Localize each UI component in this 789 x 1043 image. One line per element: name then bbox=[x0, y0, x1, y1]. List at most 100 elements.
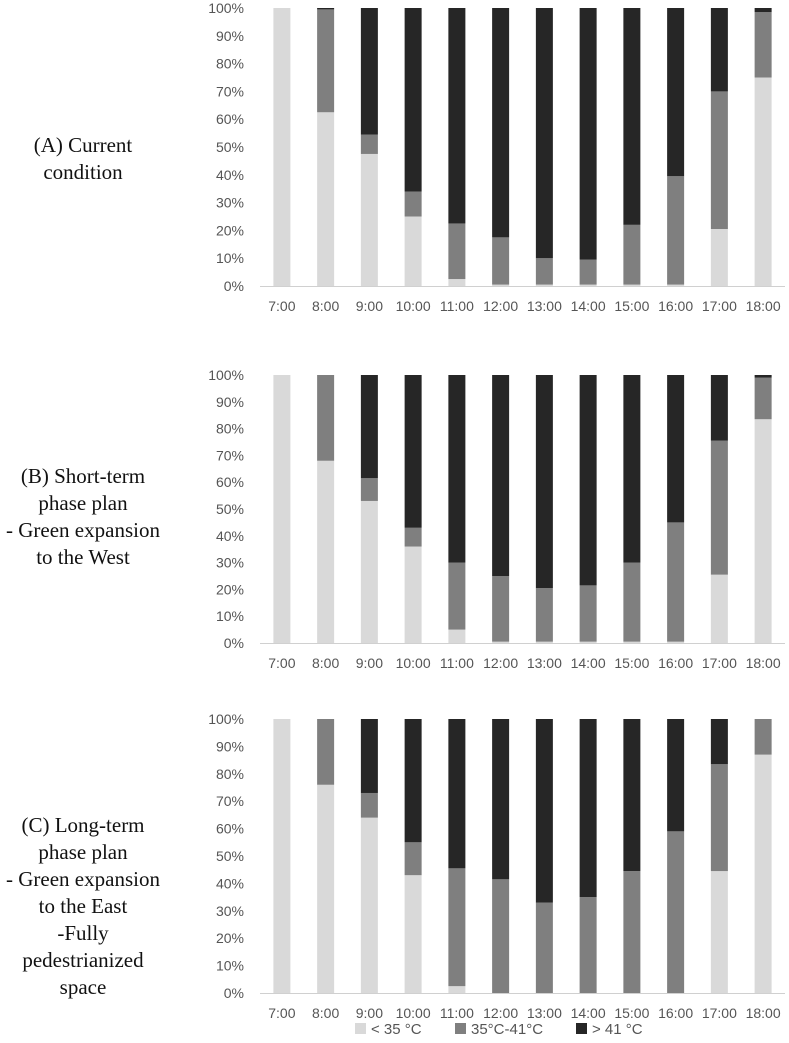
chart-1-bar-11:00-series-2 bbox=[448, 375, 466, 563]
chart-2-bar-10:00-series-1 bbox=[404, 842, 422, 876]
chart-2-bar-9:00-series-1 bbox=[360, 792, 378, 818]
chart-1-bar-13:00-series-2 bbox=[535, 375, 553, 589]
chart-0-bar-13:00-series-2 bbox=[535, 8, 553, 259]
panel-label-b-line-3: - Green expansion bbox=[6, 518, 160, 542]
chart-2-xtick-label: 10:00 bbox=[396, 1005, 431, 1021]
chart-2-xtick-label: 15:00 bbox=[614, 1005, 649, 1021]
chart-2-xtick-label: 18:00 bbox=[746, 1005, 781, 1021]
chart-2-ytick-label: 10% bbox=[216, 958, 244, 974]
chart-2-bar-11:00-series-1 bbox=[448, 868, 466, 987]
chart-1-bar-10:00-series-2 bbox=[404, 375, 422, 528]
chart-0-bar-12:00-series-2 bbox=[492, 8, 510, 238]
chart-2-ytick-label: 80% bbox=[216, 766, 244, 782]
chart-1-bar-14:00-series-2 bbox=[579, 375, 597, 586]
chart-1-bar-17:00-series-1 bbox=[710, 440, 728, 575]
panel-label-c: (C) Long-term phase plan - Green expansi… bbox=[0, 812, 166, 1001]
chart-0-ytick-label: 70% bbox=[216, 83, 244, 99]
chart-0-bar-11:00-series-0 bbox=[448, 279, 466, 286]
chart-2-ytick-label: 60% bbox=[216, 821, 244, 837]
panel-label-c-line-5: -Fully bbox=[57, 921, 109, 945]
chart-2-bar-14:00-series-1 bbox=[579, 897, 597, 993]
chart-0-bar-15:00-series-2 bbox=[623, 8, 641, 225]
panel-label-c-line-2: phase plan bbox=[38, 840, 128, 864]
chart-1-bar-9:00-series-2 bbox=[360, 375, 378, 479]
chart-2-ytick-label: 30% bbox=[216, 903, 244, 919]
panel-label-a: (A) Current condition bbox=[0, 132, 166, 186]
chart-1-xtick-label: 15:00 bbox=[614, 655, 649, 671]
chart-1-ytick-label: 50% bbox=[216, 501, 244, 517]
chart-0-ytick-label: 80% bbox=[216, 56, 244, 72]
legend-swatch-0 bbox=[355, 1023, 366, 1034]
chart-1-bar-9:00-series-0 bbox=[360, 500, 378, 643]
chart-2-bar-17:00-series-1 bbox=[710, 764, 728, 872]
chart-1-bar-15:00-series-2 bbox=[623, 375, 641, 563]
chart-0-bar-14:00-series-2 bbox=[579, 8, 597, 260]
chart-2-ytick-label: 20% bbox=[216, 930, 244, 946]
chart-1-bar-16:00-series-2 bbox=[667, 375, 685, 523]
chart-1-bar-11:00-series-1 bbox=[448, 562, 466, 630]
chart-0-bar-18:00-series-2 bbox=[754, 8, 772, 13]
chart-0-bar-16:00-series-2 bbox=[667, 8, 685, 177]
chart-2-xtick-label: 11:00 bbox=[440, 1005, 474, 1021]
chart-1-bar-17:00-series-2 bbox=[710, 375, 728, 441]
chart-0-ytick-label: 30% bbox=[216, 195, 244, 211]
chart-1-xtick-label: 16:00 bbox=[658, 655, 693, 671]
chart-0-xtick-label: 7:00 bbox=[268, 298, 295, 314]
legend-swatch-2 bbox=[576, 1023, 587, 1034]
chart-2-bar-15:00-series-2 bbox=[623, 719, 641, 872]
chart-1-ytick-label: 70% bbox=[216, 447, 244, 463]
chart-0-ytick-label: 40% bbox=[216, 167, 244, 183]
chart-0-bar-15:00-series-1 bbox=[623, 224, 641, 285]
chart-1-bar-15:00-series-0 bbox=[623, 641, 641, 643]
chart-2-bar-17:00-series-2 bbox=[710, 719, 728, 765]
chart-2-xtick-label: 8:00 bbox=[312, 1005, 339, 1021]
chart-0-xtick-label: 17:00 bbox=[702, 298, 737, 314]
chart-1-ytick-label: 90% bbox=[216, 394, 244, 410]
chart-1-bar-16:00-series-1 bbox=[667, 522, 685, 642]
chart-0-xtick-label: 13:00 bbox=[527, 298, 562, 314]
chart-2-xtick-label: 9:00 bbox=[356, 1005, 383, 1021]
chart-0-bar-13:00-series-0 bbox=[535, 284, 553, 286]
chart-1-bar-10:00-series-1 bbox=[404, 527, 422, 547]
chart-1-ytick-label: 40% bbox=[216, 528, 244, 544]
chart-0-bar-16:00-series-1 bbox=[667, 176, 685, 285]
panel-label-a-line-2: condition bbox=[43, 160, 123, 184]
chart-0-xtick-label: 8:00 bbox=[312, 298, 339, 314]
chart-0-xtick-label: 9:00 bbox=[356, 298, 383, 314]
chart-2-xtick-label: 14:00 bbox=[571, 1005, 606, 1021]
chart-0-bar-18:00-series-0 bbox=[754, 77, 772, 286]
chart-2-xtick-label: 17:00 bbox=[702, 1005, 737, 1021]
chart-0-bar-11:00-series-1 bbox=[448, 223, 466, 280]
chart-1-bar-9:00-series-1 bbox=[360, 478, 378, 501]
chart-0-bar-8:00-series-1 bbox=[317, 9, 335, 113]
chart-2-bar-8:00-series-1 bbox=[317, 719, 335, 785]
chart-1-ytick-label: 10% bbox=[216, 608, 244, 624]
chart-2-bar-10:00-series-0 bbox=[404, 875, 422, 993]
chart-0-xtick-label: 15:00 bbox=[614, 298, 649, 314]
chart-1-bar-16:00-series-0 bbox=[667, 641, 685, 643]
legend-swatch-1 bbox=[455, 1023, 466, 1034]
chart-1-bar-11:00-series-0 bbox=[448, 629, 466, 643]
chart-2-xtick-label: 7:00 bbox=[268, 1005, 295, 1021]
chart-2-bar-11:00-series-0 bbox=[448, 986, 466, 993]
chart-1-bar-18:00-series-2 bbox=[754, 375, 772, 378]
chart-0-ytick-label: 20% bbox=[216, 222, 244, 238]
panel-label-b-line-2: phase plan bbox=[38, 491, 128, 515]
chart-1-bar-18:00-series-1 bbox=[754, 377, 772, 420]
chart-2-bar-12:00-series-1 bbox=[492, 879, 510, 993]
chart-0-bar-7:00-series-0 bbox=[273, 8, 291, 286]
chart-0-bar-10:00-series-0 bbox=[404, 216, 422, 286]
panel-label-c-line-3: - Green expansion bbox=[6, 867, 160, 891]
chart-1-xtick-label: 10:00 bbox=[396, 655, 431, 671]
chart-2-ytick-label: 90% bbox=[216, 738, 244, 754]
legend-label-1: 35°C-41°C bbox=[471, 1021, 543, 1038]
chart-1-xtick-label: 18:00 bbox=[746, 655, 781, 671]
panel-label-a-line-1: (A) Current bbox=[33, 133, 133, 157]
chart-0-bar-9:00-series-1 bbox=[360, 134, 378, 154]
chart-0-xtick-label: 16:00 bbox=[658, 298, 693, 314]
chart-1-xtick-label: 7:00 bbox=[268, 655, 295, 671]
chart-0-bar-10:00-series-2 bbox=[404, 8, 422, 192]
chart-1-bar-17:00-series-0 bbox=[710, 574, 728, 643]
chart-2-xtick-label: 16:00 bbox=[658, 1005, 693, 1021]
